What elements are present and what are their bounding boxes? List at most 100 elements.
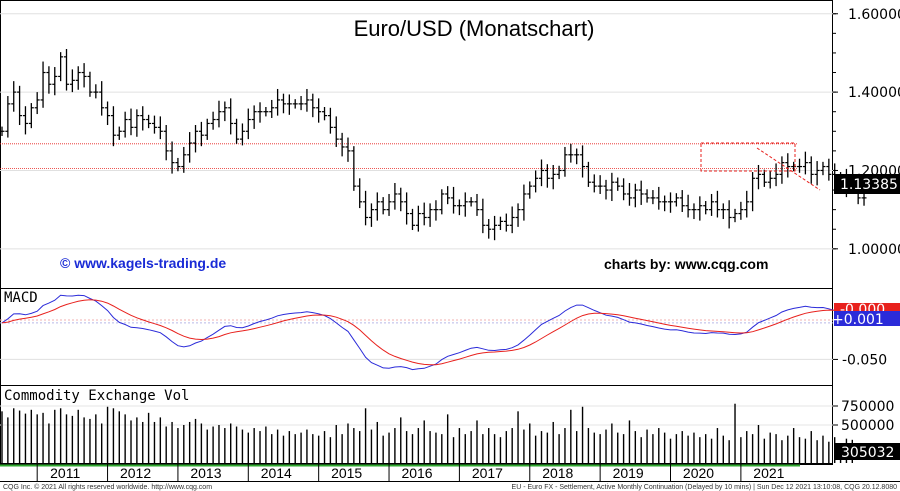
ohlc-bar (533, 170, 539, 193)
ohlc-bar (380, 197, 386, 215)
ohlc-bar (52, 67, 58, 96)
ohlc-bar (492, 215, 498, 241)
ohlc-bar (157, 116, 163, 140)
ohlc-bar (755, 164, 761, 190)
ohlc-bar (720, 203, 726, 220)
ohlc-bar (187, 132, 193, 163)
ohlc-bar (462, 192, 468, 217)
ohlc-bar (650, 190, 656, 205)
x-year-label: 2014 (261, 465, 292, 481)
ohlc-bar (175, 157, 181, 172)
volume-y-tick-label: 500000 (841, 418, 894, 434)
ohlc-bar (17, 85, 23, 126)
macd-badges: -0.000 +0.001 (832, 302, 900, 328)
x-year-label: 2018 (542, 465, 573, 481)
ohlc-bar (609, 172, 615, 202)
ohlc-bar (433, 200, 439, 221)
ohlc-bar (826, 158, 832, 181)
ohlc-bar (368, 203, 374, 227)
ohlc-bar (193, 125, 199, 153)
watermark-link[interactable]: © www.kagels-trading.de (60, 255, 226, 271)
ohlc-bar (404, 192, 410, 225)
ohlc-bar (298, 96, 304, 111)
ohlc-bar (814, 161, 820, 186)
ohlc-bar (427, 203, 433, 227)
ohlc-bar (257, 102, 263, 123)
consolidation-box (700, 142, 796, 172)
ohlc-bar (75, 66, 81, 90)
volume-bars (1, 403, 853, 463)
ohlc-bar (128, 108, 134, 136)
ohlc-bar (304, 88, 310, 112)
ohlc-bar (480, 198, 486, 234)
ohlc-bar (808, 156, 814, 184)
ohlc-bar (439, 189, 445, 215)
ohlc-bar (28, 103, 34, 129)
ohlc-bar (703, 201, 709, 215)
ohlc-bar (820, 161, 826, 176)
last-price-badge: 1.13385 (834, 174, 900, 194)
ohlc-bar (292, 99, 298, 109)
volume-y-axis: 750000 500000 (833, 399, 894, 434)
price-gridlines (0, 13, 833, 250)
macd-badge (834, 311, 900, 326)
ohlc-bar (591, 174, 597, 193)
macd-signal-line (1, 299, 865, 366)
ohlc-bar (99, 81, 105, 116)
ohlc-bar (797, 158, 803, 173)
ohlc-bar (34, 92, 40, 115)
ohlc-bar (562, 146, 568, 177)
x-year-label: 2020 (683, 465, 714, 481)
ohlc-bar (550, 164, 556, 190)
x-year-label: 2011 (50, 465, 80, 481)
ohlc-bar (685, 194, 691, 218)
macd-panel-title: MACD (4, 290, 38, 306)
ohlc-bar (468, 197, 474, 207)
ohlc-bar (509, 206, 515, 234)
ohlc-bar (445, 186, 451, 205)
ohlc-bar (222, 101, 228, 122)
ohlc-bar (64, 49, 70, 91)
volume-panel-title: Commodity Exchange Vol (4, 388, 189, 404)
ohlc-bar (286, 94, 292, 115)
ohlc-bar (539, 159, 544, 187)
ohlc-bar (662, 195, 668, 212)
ohlc-bar (673, 193, 679, 207)
ohlc-bar (574, 148, 580, 165)
ohlc-bar (228, 98, 234, 135)
x-year-label: 2017 (472, 465, 503, 481)
ohlc-bar (779, 156, 785, 184)
ohlc-bar (415, 205, 421, 232)
ohlc-bar (11, 81, 17, 112)
ohlc-bar (322, 106, 328, 121)
ohlc-bar (46, 66, 52, 94)
ohlc-bar (216, 100, 222, 128)
volume-y-tick-label: 750000 (841, 399, 894, 415)
ohlc-bar (163, 125, 169, 161)
ohlc-bar (210, 111, 216, 130)
ohlc-bar (58, 52, 64, 82)
ohlc-bar (714, 190, 720, 218)
macd-y-tick-label: -0.050 (842, 352, 887, 368)
ohlc-bar (802, 151, 808, 175)
ohlc-bar (146, 114, 152, 129)
ohlc-bar (275, 88, 281, 116)
ohlc-bar (280, 93, 286, 114)
ohlc-bar (568, 143, 574, 163)
ohlc-bar (245, 108, 251, 140)
ohlc-bar (93, 84, 99, 99)
price-annotations (700, 142, 821, 191)
ohlc-bar (392, 183, 398, 210)
ohlc-bar (251, 105, 257, 129)
ohlc-bar (339, 132, 345, 157)
ohlc-bar (421, 202, 427, 226)
ohlc-bar (544, 164, 550, 188)
ohlc-bar (615, 177, 621, 191)
macd-y-axis: -0.050 (833, 352, 887, 368)
x-axis: 2011 2012 2013 2014 2015 2016 2017 2018 2019 2020… (36, 464, 785, 481)
ohlc-bar (122, 111, 128, 138)
ohlc-bar (726, 200, 732, 229)
ohlc-bar (744, 190, 750, 218)
ohlc-bar (151, 115, 157, 134)
